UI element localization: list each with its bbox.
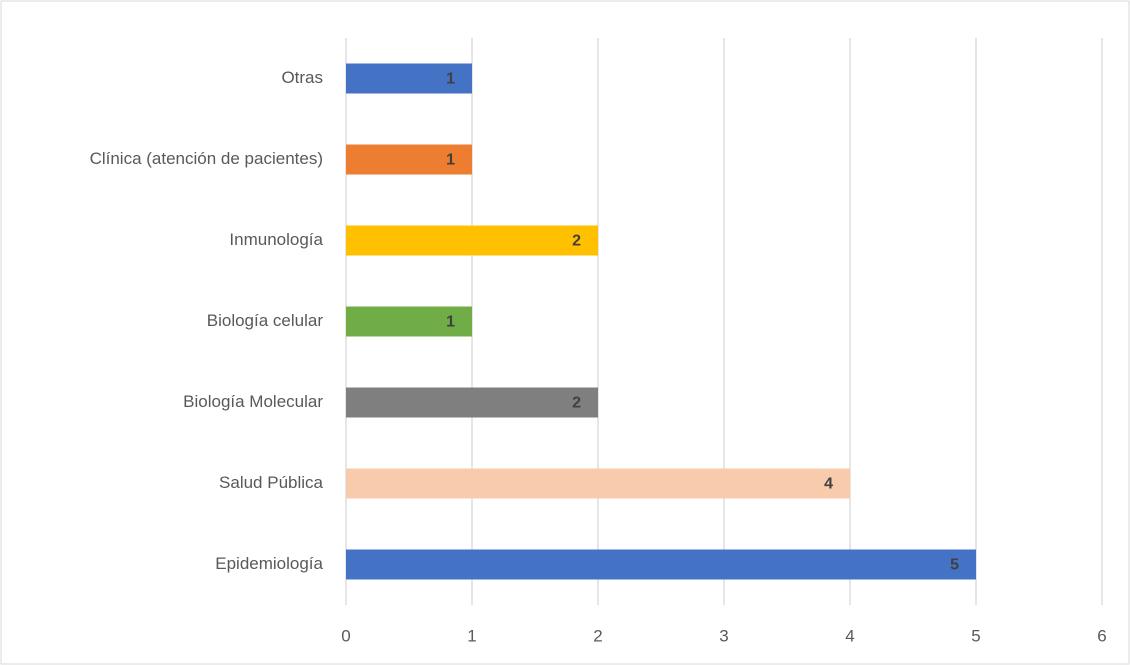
data-label: 1 [446,71,455,88]
data-label: 2 [572,395,581,412]
bar [346,468,850,499]
x-tick-label: 1 [467,626,476,645]
data-label: 1 [446,152,455,169]
bar [346,225,598,256]
x-tick-label: 4 [845,626,854,645]
y-tick-label: Epidemiología [215,554,323,573]
bar [346,549,976,580]
y-tick-label: Biología Molecular [183,392,323,411]
data-label: 2 [572,233,581,250]
data-label: 5 [950,557,959,574]
data-label: 1 [446,314,455,331]
x-tick-label: 3 [719,626,728,645]
bar [346,63,472,94]
y-tick-label: Biología celular [207,311,324,330]
data-label: 4 [824,476,833,493]
x-tick-label: 6 [1097,626,1106,645]
x-tick-label: 0 [341,626,350,645]
y-tick-label: Salud Pública [219,473,324,492]
x-tick-label: 2 [593,626,602,645]
x-tick-label: 5 [971,626,980,645]
bar [346,144,472,175]
y-tick-label: Clínica (atención de pacientes) [90,149,323,168]
bar [346,306,472,337]
y-tick-label: Inmunología [229,230,323,249]
y-tick-label: Otras [281,68,323,87]
bar [346,387,598,418]
